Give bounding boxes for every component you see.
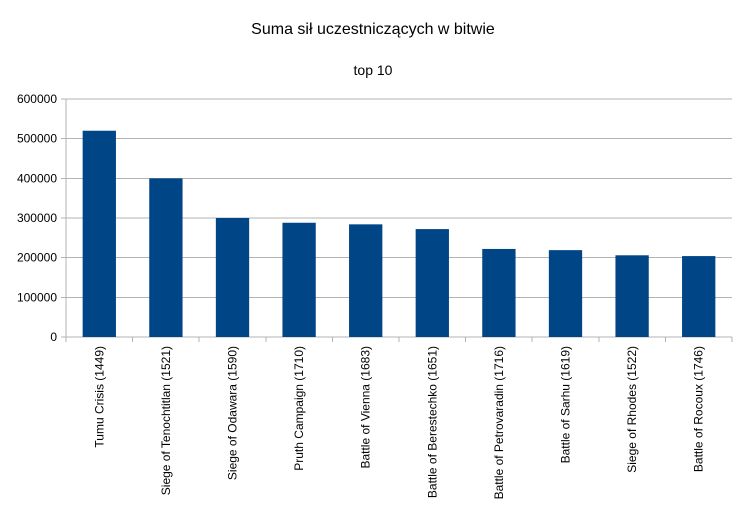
bar <box>282 222 316 337</box>
y-tick-label: 200000 <box>17 251 57 265</box>
x-category-label: Siege of Rhodes (1522) <box>625 346 639 473</box>
bar <box>682 256 716 337</box>
y-tick-label: 0 <box>50 330 57 344</box>
chart-subtitle: top 10 <box>353 62 393 78</box>
x-category-label: Siege of Odawara (1590) <box>226 346 240 480</box>
bar <box>349 224 383 337</box>
bars <box>82 130 716 337</box>
x-category-label: Battle of Sarhu (1619) <box>559 346 573 463</box>
x-category-label: Battle of Vienna (1683) <box>359 346 373 469</box>
y-tick-label: 600000 <box>17 92 57 106</box>
y-tick-label: 100000 <box>17 290 57 304</box>
axes <box>61 98 733 342</box>
x-category-label: Battle of Berestechko (1651) <box>425 346 439 498</box>
bar <box>548 250 583 337</box>
y-axis-tick-labels: 0 100000 200000 300000 400000 500000 600000 <box>17 92 57 344</box>
bar <box>415 229 449 337</box>
x-category-label: Battle of Petrovaradin (1716) <box>492 346 506 499</box>
bar <box>482 248 516 337</box>
bar <box>215 218 250 337</box>
x-category-label: Siege of Tenochtitlan (1521) <box>159 346 173 495</box>
x-category-label: Tumu Crisis (1449) <box>92 346 106 448</box>
bar <box>82 130 116 337</box>
y-tick-label: 300000 <box>17 211 57 225</box>
x-axis-category-labels: Tumu Crisis (1449) Siege of Tenochtitlan … <box>92 346 705 499</box>
chart-title: Suma sił uczestniczących w bitwie <box>251 21 495 38</box>
x-category-label: Battle of Rocoux (1746) <box>692 346 706 472</box>
bar <box>149 178 183 337</box>
bar <box>615 255 649 337</box>
y-tick-label: 500000 <box>17 132 57 146</box>
x-category-label: Pruth Campaign (1710) <box>292 346 306 471</box>
y-tick-label: 400000 <box>17 171 57 185</box>
